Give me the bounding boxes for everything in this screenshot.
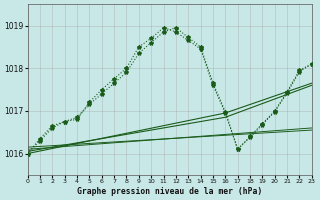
- X-axis label: Graphe pression niveau de la mer (hPa): Graphe pression niveau de la mer (hPa): [77, 187, 262, 196]
